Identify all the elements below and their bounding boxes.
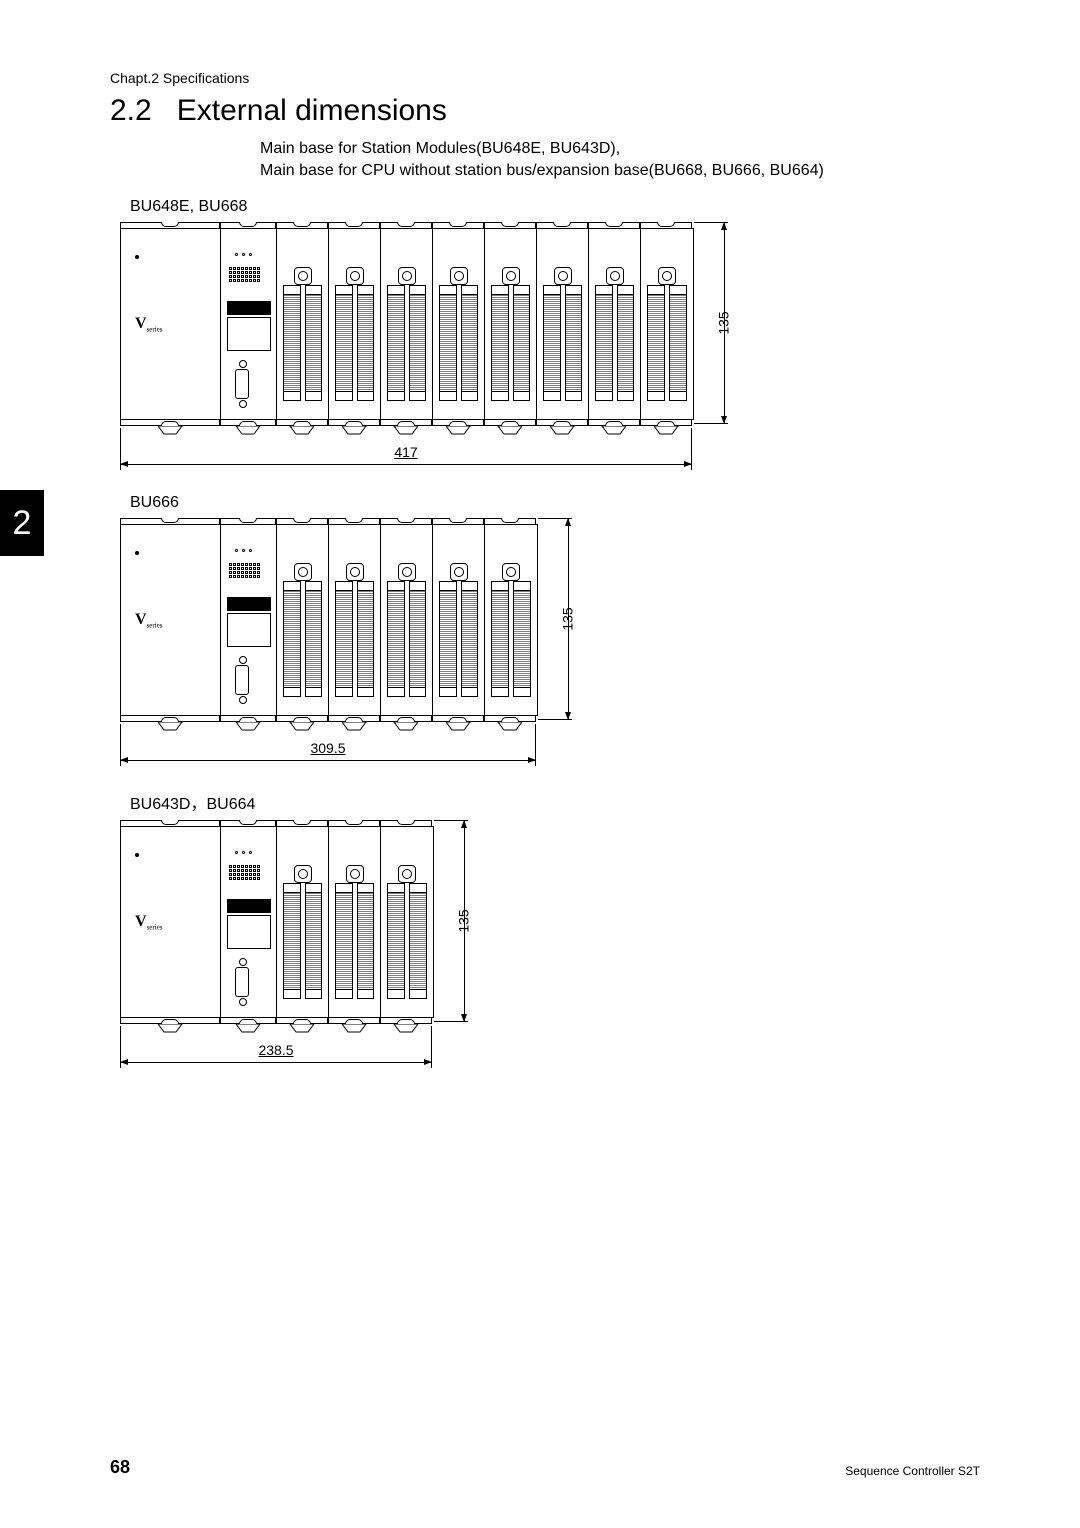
io-module: [537, 229, 589, 419]
psu-module: Vseries: [121, 229, 221, 419]
section-number: 2.2: [110, 94, 152, 127]
io-module: [381, 229, 433, 419]
page-footer: 68 Sequence Controller S2T: [110, 1457, 980, 1478]
page-number: 68: [110, 1457, 130, 1478]
io-module: [329, 229, 381, 419]
dimension-height: 135: [440, 820, 474, 1022]
cpu-module: [221, 827, 277, 1017]
dimension-height: 135: [700, 222, 734, 424]
dimension-width: 417: [120, 438, 692, 476]
cpu-module: [221, 229, 277, 419]
psu-module: Vseries: [121, 827, 221, 1017]
io-module: [329, 525, 381, 715]
cpu-module: [221, 525, 277, 715]
io-module: [277, 229, 329, 419]
diagram-label: BU648E, BU668: [130, 198, 980, 216]
section-title: 2.2 External dimensions: [110, 94, 980, 128]
io-module: [329, 827, 381, 1017]
dimension-width: 238.5: [120, 1036, 432, 1074]
io-module: [589, 229, 641, 419]
io-module: [381, 525, 433, 715]
description-line-2: Main base for CPU without station bus/ex…: [260, 162, 980, 180]
io-module: [433, 525, 485, 715]
description-line-1: Main base for Station Modules(BU648E, BU…: [260, 140, 980, 158]
dimension-width: 309.5: [120, 734, 536, 772]
io-module: [381, 827, 433, 1017]
io-module: [485, 525, 537, 715]
dimension-height: 135: [544, 518, 578, 720]
io-module: [277, 525, 329, 715]
footer-doc-title: Sequence Controller S2T: [845, 1464, 980, 1478]
io-module: [433, 229, 485, 419]
io-module: [277, 827, 329, 1017]
diagram-label: BU643D，BU664: [130, 790, 980, 814]
diagram-label: BU666: [130, 494, 980, 512]
io-module: [641, 229, 693, 419]
chapter-header: Chapt.2 Specifications: [110, 70, 980, 86]
section-heading: External dimensions: [177, 94, 447, 127]
psu-module: Vseries: [121, 525, 221, 715]
page-number-tab: 2: [0, 490, 44, 556]
io-module: [485, 229, 537, 419]
